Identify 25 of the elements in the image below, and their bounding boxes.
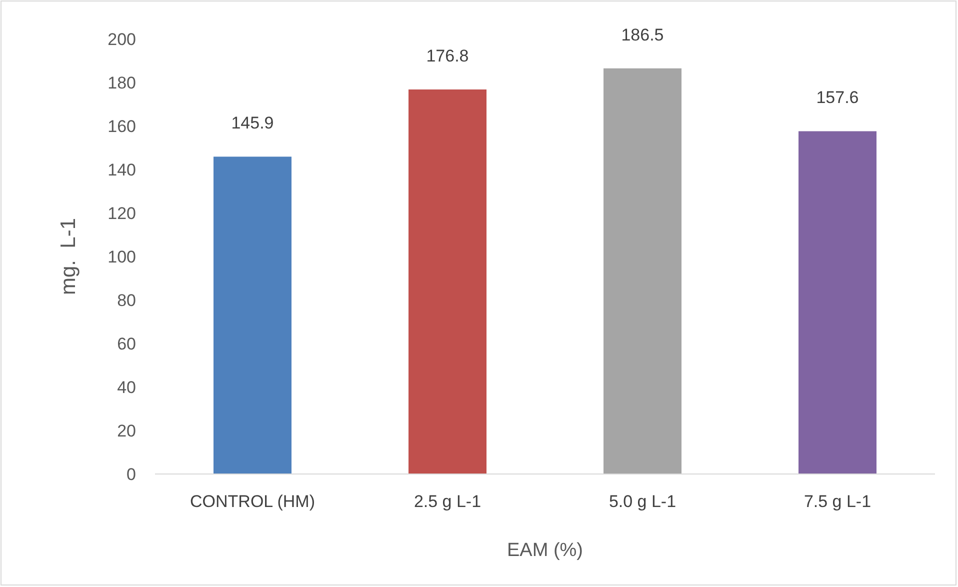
y-tick-label: 180 [108,73,136,92]
bar [408,89,486,474]
y-tick-label: 40 [117,378,136,397]
data-label: 186.5 [621,25,664,44]
y-tick-label: 100 [108,247,136,266]
data-label: 176.8 [426,46,469,66]
x-tick-label: 2.5 g L-1 [414,492,482,511]
y-tick-label: 80 [117,290,136,310]
y-tick-label: 200 [108,30,136,49]
x-tick-label: 5.0 g L-1 [608,492,676,511]
y-tick-label: 120 [108,204,136,223]
y-tick-label: 60 [117,334,136,354]
bar [798,131,876,474]
y-tick-label: 20 [117,421,136,440]
x-tick-label: CONTROL (HM) [190,492,315,511]
x-tick-label: 7.5 g L-1 [804,492,872,511]
y-tick-label: 140 [108,160,136,180]
data-label: 157.6 [816,88,859,108]
x-axis-title: EAM (%) [507,540,583,561]
bar [604,68,682,474]
data-label: 145.9 [231,114,274,133]
y-axis-title: mg. L-1 [57,218,80,296]
bar [214,156,292,474]
y-tick-label: 0 [126,464,136,484]
y-tick-label: 160 [108,116,136,136]
